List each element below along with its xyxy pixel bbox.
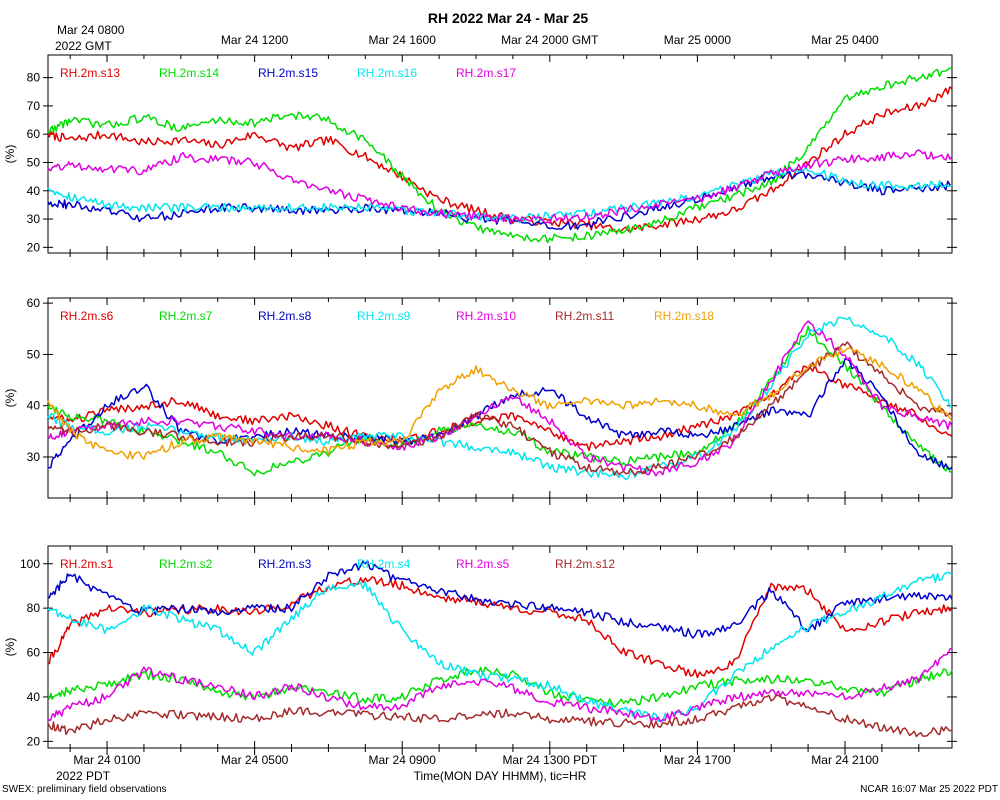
panels: 20 30 40 50 60 70 80 (%) RH.2m.s13 RH.2m.s14 RH.2m…: [3, 54, 957, 755]
y-axis-label: (%): [3, 638, 17, 657]
y-tick-label: 20: [27, 240, 41, 254]
legend-entry: RH.2m.s17: [456, 66, 516, 80]
legend-entry: RH.2m.s5: [456, 557, 510, 571]
footer-right-note: NCAR 16:07 Mar 25 2022 PDT: [860, 784, 998, 795]
y-tick-label: 80: [27, 601, 41, 615]
y-tick-label: 60: [27, 646, 41, 660]
chart-title: RH 2022 Mar 24 - Mar 25: [428, 10, 589, 26]
bottom-tick-label: Mar 24 1700: [664, 753, 732, 767]
bottom-tick-label: Mar 24 0100: [73, 753, 141, 767]
top-tick-label: Mar 25 0000: [664, 33, 732, 47]
series-line-RH-2m-s5: [47, 647, 953, 723]
panel-3: 20 40 60 80 100 (%) RH.2m.s1 RH.2m.s2 RH.2m.s3 RH…: [3, 545, 957, 755]
plot-frame: [47, 54, 953, 254]
y-tick-label: 80: [27, 71, 41, 85]
legend-entry: RH.2m.s6: [60, 309, 114, 323]
y-tick-label: 50: [27, 155, 41, 169]
legend-entry: RH.2m.s15: [258, 66, 318, 80]
series-line-RH-2m-s7: [47, 325, 953, 477]
legend-entry: RH.2m.s12: [555, 557, 615, 571]
legend-entry: RH.2m.s14: [159, 66, 219, 80]
legend-entry: RH.2m.s7: [159, 309, 213, 323]
legend-entry: RH.2m.s9: [357, 309, 411, 323]
panel-1: 20 30 40 50 60 70 80 (%) RH.2m.s13 RH.2m.s14 RH.2m…: [3, 54, 957, 260]
legend-entry: RH.2m.s10: [456, 309, 516, 323]
bottom-tick-label: Mar 24 0500: [221, 753, 289, 767]
series-line-RH-2m-s9: [47, 316, 953, 481]
bottom-tick-label: Mar 24 1300 PDT: [502, 753, 597, 767]
y-axis-label: (%): [3, 389, 17, 408]
panel-2: 30 40 50 60 (%) RH.2m.s6 RH.2m.s7 RH.2m.s8 RH.2m…: [3, 296, 957, 505]
y-axis-label: (%): [3, 145, 17, 164]
bottom-tick-label: Mar 24 0900: [369, 753, 437, 767]
y-tick-label: 50: [27, 347, 41, 361]
top-tick-label: Mar 25 0400: [811, 33, 879, 47]
legend-entry: RH.2m.s13: [60, 66, 120, 80]
legend-entry: RH.2m.s11: [555, 309, 614, 323]
legend-entry: RH.2m.s4: [357, 557, 411, 571]
top-first-tick-year: 2022 GMT: [55, 39, 112, 53]
top-tick-label: Mar 24 1200: [221, 33, 289, 47]
y-tick-label: 40: [27, 184, 41, 198]
series-line-RH-2m-s2: [47, 666, 953, 708]
series-line-RH-2m-s18: [47, 346, 953, 461]
series-line-RH-2m-s14: [47, 67, 953, 244]
legend-entry: RH.2m.s16: [357, 66, 417, 80]
legend-entry: RH.2m.s1: [60, 557, 114, 571]
y-tick-label: 40: [27, 399, 41, 413]
bottom-tick-label: Mar 24 2100: [811, 753, 879, 767]
y-tick-label: 20: [27, 734, 41, 748]
plot-frame: [47, 545, 953, 749]
y-tick-label: 60: [27, 127, 41, 141]
bottom-axis-labels: Mar 24 0100 Mar 24 0500 Mar 24 0900 Mar 24 …: [73, 753, 879, 767]
top-axis-labels: Mar 24 1200 Mar 24 1600 Mar 24 2000 GMT Mar…: [221, 33, 879, 47]
series-line-RH-2m-s8: [47, 358, 953, 470]
series-line-RH-2m-s17: [47, 149, 953, 224]
series-line-RH-2m-s4: [47, 571, 953, 722]
y-tick-label: 40: [27, 690, 41, 704]
series-line-RH-2m-s12: [47, 694, 953, 738]
series-line-RH-2m-s15: [47, 171, 953, 231]
y-tick-label: 30: [27, 450, 41, 464]
y-tick-label: 60: [27, 296, 41, 310]
y-tick-label: 30: [27, 212, 41, 226]
legend-entry: RH.2m.s2: [159, 557, 213, 571]
top-tick-label: Mar 24 2000 GMT: [501, 33, 599, 47]
top-first-tick-label: Mar 24 0800: [57, 23, 125, 37]
plot-frame: [47, 297, 953, 499]
series-line-RH-2m-s10: [47, 320, 953, 477]
legend-entry: RH.2m.s8: [258, 309, 312, 323]
series-line-RH-2m-s1: [47, 576, 953, 679]
top-tick-label: Mar 24 1600: [369, 33, 437, 47]
footer-left-note: SWEX: preliminary field observations: [2, 784, 167, 795]
legend-entry: RH.2m.s18: [654, 309, 714, 323]
legend-entry: RH.2m.s3: [258, 557, 312, 571]
y-tick-label: 100: [20, 557, 40, 571]
y-tick-label: 70: [27, 99, 41, 113]
bottom-year-label: 2022 PDT: [56, 769, 111, 783]
x-axis-title: Time(MON DAY HHMM), tic=HR: [414, 769, 587, 783]
